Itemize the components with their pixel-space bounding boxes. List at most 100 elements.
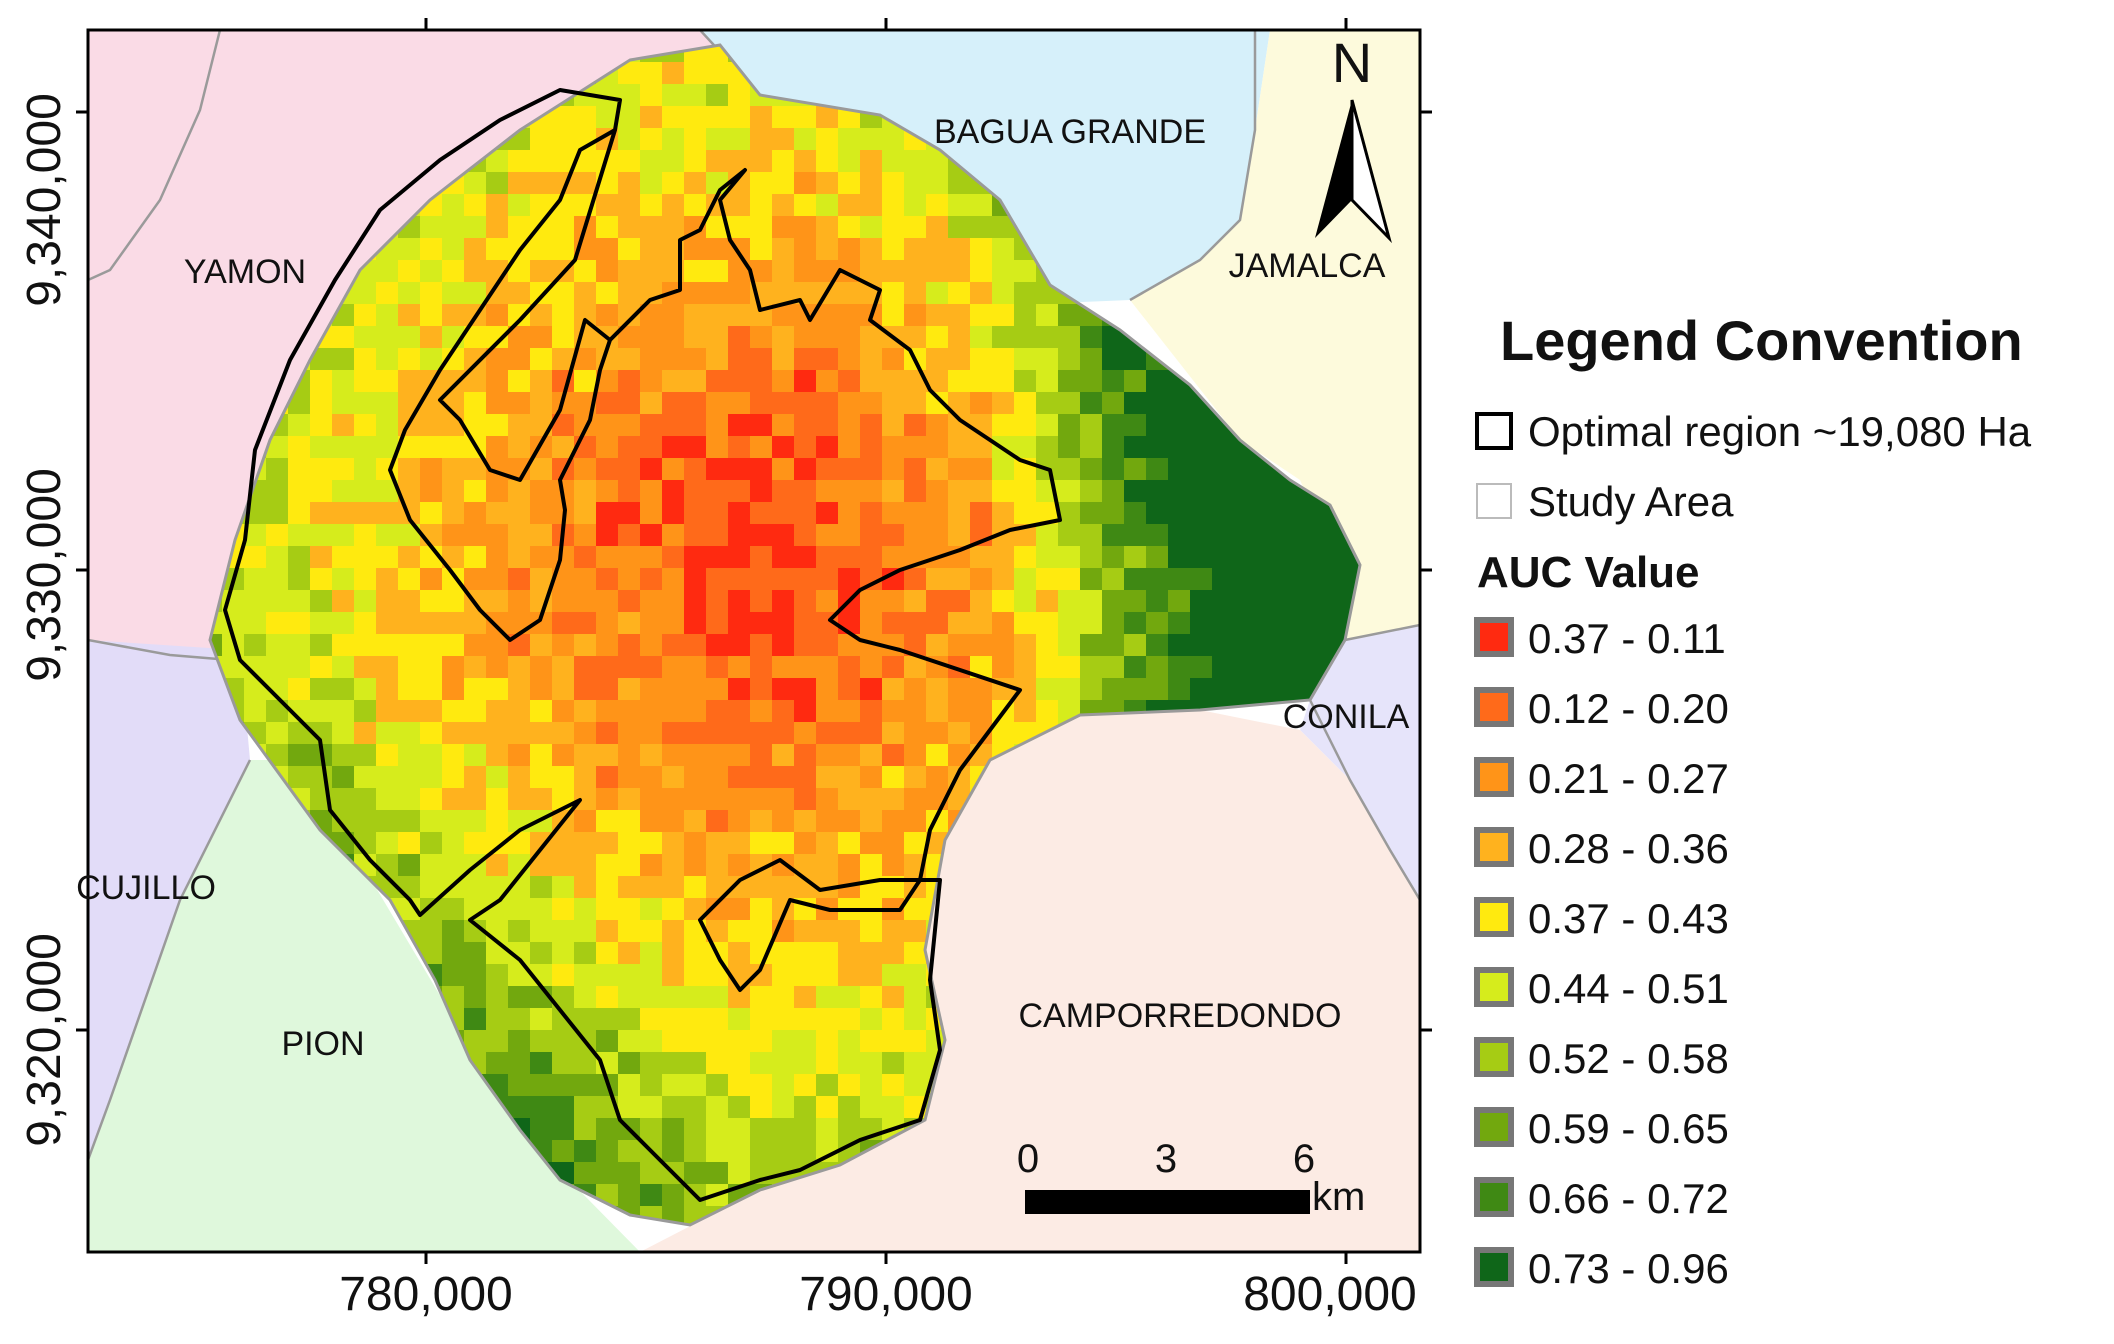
raster-cell: [1168, 568, 1191, 591]
raster-cell: [530, 150, 553, 173]
raster-cell: [684, 414, 707, 437]
legend-study-label: Study Area: [1528, 478, 1734, 525]
raster-cell: [1124, 590, 1147, 613]
raster-cell: [904, 260, 927, 283]
raster-cell: [860, 788, 883, 811]
raster-cell: [860, 920, 883, 943]
raster-cell: [706, 744, 729, 767]
raster-cell: [288, 766, 311, 789]
raster-cell: [596, 832, 619, 855]
raster-cell: [1102, 414, 1125, 437]
raster-cell: [662, 832, 685, 855]
raster-cell: [464, 612, 487, 635]
raster-cell: [1146, 370, 1169, 393]
raster-cell: [662, 502, 685, 525]
raster-cell: [640, 480, 663, 503]
raster-cell: [1168, 546, 1191, 569]
raster-cell: [882, 678, 905, 701]
raster-cell: [706, 84, 729, 107]
raster-cell: [508, 568, 531, 591]
raster-cell: [684, 986, 707, 1009]
raster-cell: [1146, 590, 1169, 613]
raster-cell: [596, 194, 619, 217]
raster-cell: [596, 876, 619, 899]
raster-cell: [662, 458, 685, 481]
raster-cell: [1036, 524, 1059, 547]
raster-cell: [596, 942, 619, 965]
raster-cell: [1146, 480, 1169, 503]
raster-cell: [508, 678, 531, 701]
raster-cell: [904, 1008, 927, 1031]
x-tick-label-1: 780,000: [339, 1268, 513, 1321]
raster-cell: [1256, 502, 1279, 525]
raster-cell: [1058, 612, 1081, 635]
raster-cell: [420, 348, 443, 371]
raster-cell: [1278, 524, 1301, 547]
raster-cell: [750, 898, 773, 921]
raster-cell: [618, 1162, 641, 1185]
raster-cell: [398, 282, 421, 305]
raster-cell: [948, 348, 971, 371]
legend-class-swatch: [1474, 617, 1514, 657]
raster-cell: [1234, 480, 1257, 503]
raster-cell: [750, 150, 773, 173]
raster-cell: [728, 942, 751, 965]
raster-cell: [1102, 678, 1125, 701]
raster-cell: [398, 568, 421, 591]
raster-cell: [838, 370, 861, 393]
legend-class-swatch: [1474, 757, 1514, 797]
raster-cell: [904, 150, 927, 173]
raster-cell: [882, 1052, 905, 1075]
raster-cell: [1234, 502, 1257, 525]
raster-cell: [552, 634, 575, 657]
raster-cell: [772, 964, 795, 987]
raster-cell: [1080, 546, 1103, 569]
raster-cell: [948, 480, 971, 503]
raster-cell: [332, 480, 355, 503]
raster-cell: [860, 832, 883, 855]
raster-cell: [1322, 612, 1345, 635]
raster-cell: [684, 436, 707, 459]
raster-cell: [882, 656, 905, 679]
raster-cell: [970, 260, 993, 283]
raster-cell: [464, 942, 487, 965]
raster-cell: [530, 392, 553, 415]
raster-cell: [1168, 480, 1191, 503]
raster-cell: [728, 766, 751, 789]
raster-cell: [728, 678, 751, 701]
raster-cell: [1146, 634, 1169, 657]
raster-cell: [662, 172, 685, 195]
raster-cell: [882, 568, 905, 591]
raster-cell: [596, 590, 619, 613]
raster-cell: [706, 238, 729, 261]
raster-cell: [662, 964, 685, 987]
raster-cell: [706, 326, 729, 349]
raster-cell: [904, 920, 927, 943]
raster-cell: [508, 348, 531, 371]
raster-cell: [882, 436, 905, 459]
raster-cell: [684, 370, 707, 393]
raster-cell: [728, 1074, 751, 1097]
raster-cell: [750, 700, 773, 723]
raster-cell: [750, 238, 773, 261]
raster-cell: [552, 106, 575, 129]
raster-cell: [508, 502, 531, 525]
raster-cell: [596, 1140, 619, 1163]
raster-cell: [794, 172, 817, 195]
raster-cell: [992, 480, 1015, 503]
raster-cell: [662, 1096, 685, 1119]
raster-cell: [816, 722, 839, 745]
raster-cell: [1124, 458, 1147, 481]
raster-cell: [376, 678, 399, 701]
raster-cell: [706, 128, 729, 151]
raster-cell: [508, 370, 531, 393]
raster-cell: [1278, 480, 1301, 503]
raster-cell: [904, 656, 927, 679]
raster-cell: [838, 634, 861, 657]
raster-cell: [618, 392, 641, 415]
raster-cell: [530, 480, 553, 503]
raster-cell: [420, 854, 443, 877]
raster-cell: [420, 216, 443, 239]
raster-cell: [838, 876, 861, 899]
raster-cell: [794, 238, 817, 261]
